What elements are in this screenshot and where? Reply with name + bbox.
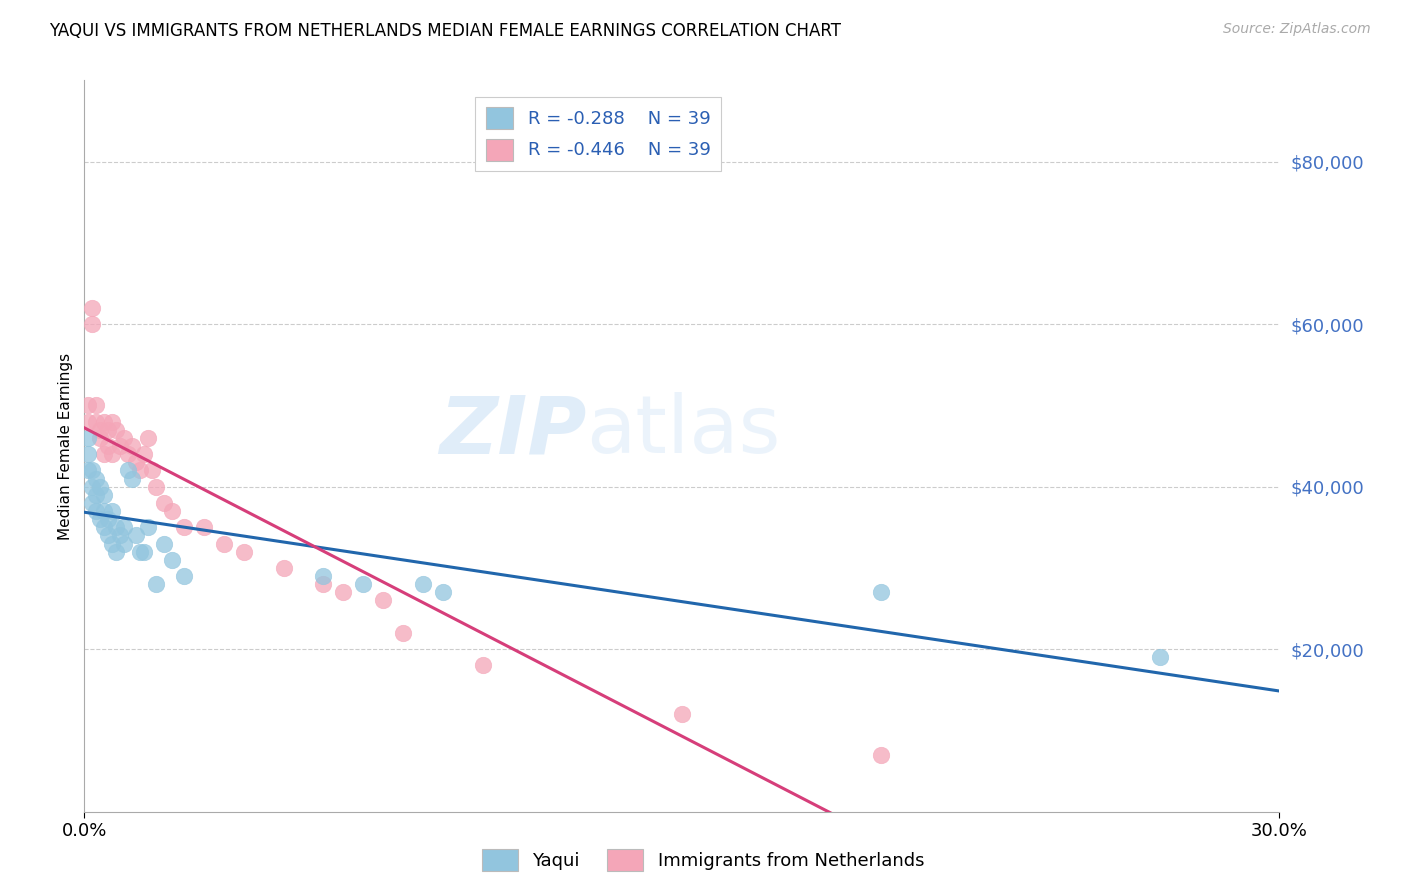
Point [125, 455, 148, 469]
Point [89, 431, 111, 445]
Point [97, 439, 120, 453]
Point [77, 431, 100, 445]
Point [160, 553, 183, 567]
Point [432, 585, 454, 599]
Text: atlas: atlas [586, 392, 780, 470]
Point [110, 528, 132, 542]
Point [101, 447, 124, 461]
Point [136, 520, 159, 534]
Point [173, 569, 195, 583]
Point [86, 488, 108, 502]
Point [273, 561, 295, 575]
Point [77, 415, 100, 429]
Point [82, 301, 104, 315]
Point [212, 536, 235, 550]
Point [82, 496, 104, 510]
Point [82, 480, 104, 494]
Point [77, 398, 100, 412]
Point [471, 658, 494, 673]
Point [193, 520, 215, 534]
Point [89, 480, 111, 494]
Point [232, 544, 254, 558]
Point [392, 626, 415, 640]
Point [105, 544, 128, 558]
Point [870, 747, 893, 762]
Point [132, 544, 156, 558]
Point [121, 471, 143, 485]
Point [153, 496, 176, 510]
Point [97, 512, 120, 526]
Point [312, 577, 335, 591]
Point [97, 423, 120, 437]
Point [77, 447, 100, 461]
Point [332, 585, 354, 599]
Point [101, 536, 124, 550]
Text: YAQUI VS IMMIGRANTS FROM NETHERLANDS MEDIAN FEMALE EARNINGS CORRELATION CHART: YAQUI VS IMMIGRANTS FROM NETHERLANDS MED… [49, 22, 841, 40]
Point [112, 520, 135, 534]
Point [101, 504, 124, 518]
Point [412, 577, 434, 591]
Point [145, 577, 167, 591]
Point [173, 520, 195, 534]
Point [105, 520, 128, 534]
Point [129, 463, 152, 477]
Point [77, 463, 100, 477]
Point [312, 569, 335, 583]
Point [117, 447, 139, 461]
Point [112, 431, 135, 445]
Point [112, 536, 135, 550]
Point [105, 423, 128, 437]
Point [132, 447, 156, 461]
Point [86, 504, 108, 518]
Text: ZIP: ZIP [439, 392, 586, 470]
Point [125, 528, 148, 542]
Point [141, 463, 163, 477]
Point [93, 504, 115, 518]
Point [82, 463, 104, 477]
Point [93, 415, 115, 429]
Point [86, 398, 108, 412]
Point [117, 463, 139, 477]
Y-axis label: Median Female Earnings: Median Female Earnings [58, 352, 73, 540]
Legend: R = -0.288    N = 39, R = -0.446    N = 39: R = -0.288 N = 39, R = -0.446 N = 39 [475, 96, 721, 171]
Point [153, 536, 176, 550]
Point [671, 707, 693, 722]
Point [352, 577, 374, 591]
Point [373, 593, 395, 607]
Point [89, 512, 111, 526]
Point [82, 317, 104, 331]
Point [93, 520, 115, 534]
Point [121, 439, 143, 453]
Legend: Yaqui, Immigrants from Netherlands: Yaqui, Immigrants from Netherlands [475, 842, 931, 879]
Point [86, 415, 108, 429]
Point [97, 528, 120, 542]
Point [136, 431, 159, 445]
Point [93, 447, 115, 461]
Point [145, 480, 167, 494]
Text: Source: ZipAtlas.com: Source: ZipAtlas.com [1223, 22, 1371, 37]
Point [129, 544, 152, 558]
Point [101, 415, 124, 429]
Point [110, 439, 132, 453]
Point [870, 585, 893, 599]
Point [93, 488, 115, 502]
Point [86, 471, 108, 485]
Point [1149, 650, 1171, 665]
Point [160, 504, 183, 518]
Point [89, 423, 111, 437]
